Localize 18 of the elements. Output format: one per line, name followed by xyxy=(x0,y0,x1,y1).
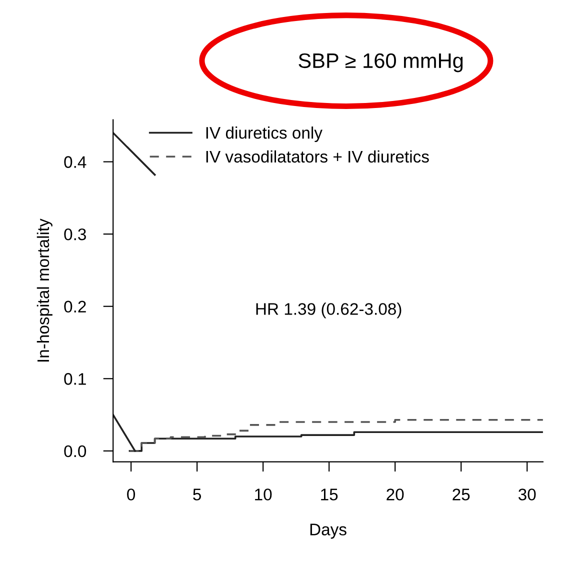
y-tick-label: 0.4 xyxy=(64,156,86,168)
x-axis-title: Days xyxy=(310,524,346,539)
y-tick-label: 0.3 xyxy=(64,228,86,240)
y-tick-label: 0.1 xyxy=(64,373,86,385)
x-tick-label: 30 xyxy=(518,488,536,500)
annotation: HR 1.39 (0.62-3.08) xyxy=(256,302,402,318)
chart-title: SBP ≥ 160 mmHg xyxy=(298,53,463,72)
legend-label: IV diuretics only xyxy=(206,126,322,142)
y-tick-label: 0.0 xyxy=(64,445,86,458)
x-tick-label: 15 xyxy=(321,488,338,500)
x-tick-label: 5 xyxy=(193,488,201,500)
x-tick-label: 20 xyxy=(386,488,404,500)
x-tick-label: 0 xyxy=(127,488,136,500)
legend-label: IV vasodilatators + IV diuretics xyxy=(206,150,429,163)
y-axis-title: In-hospital mortality xyxy=(36,218,52,362)
x-tick-label: 25 xyxy=(452,488,470,500)
x-tick-label: 10 xyxy=(255,488,272,500)
y-tick-label: 0.2 xyxy=(64,300,86,313)
